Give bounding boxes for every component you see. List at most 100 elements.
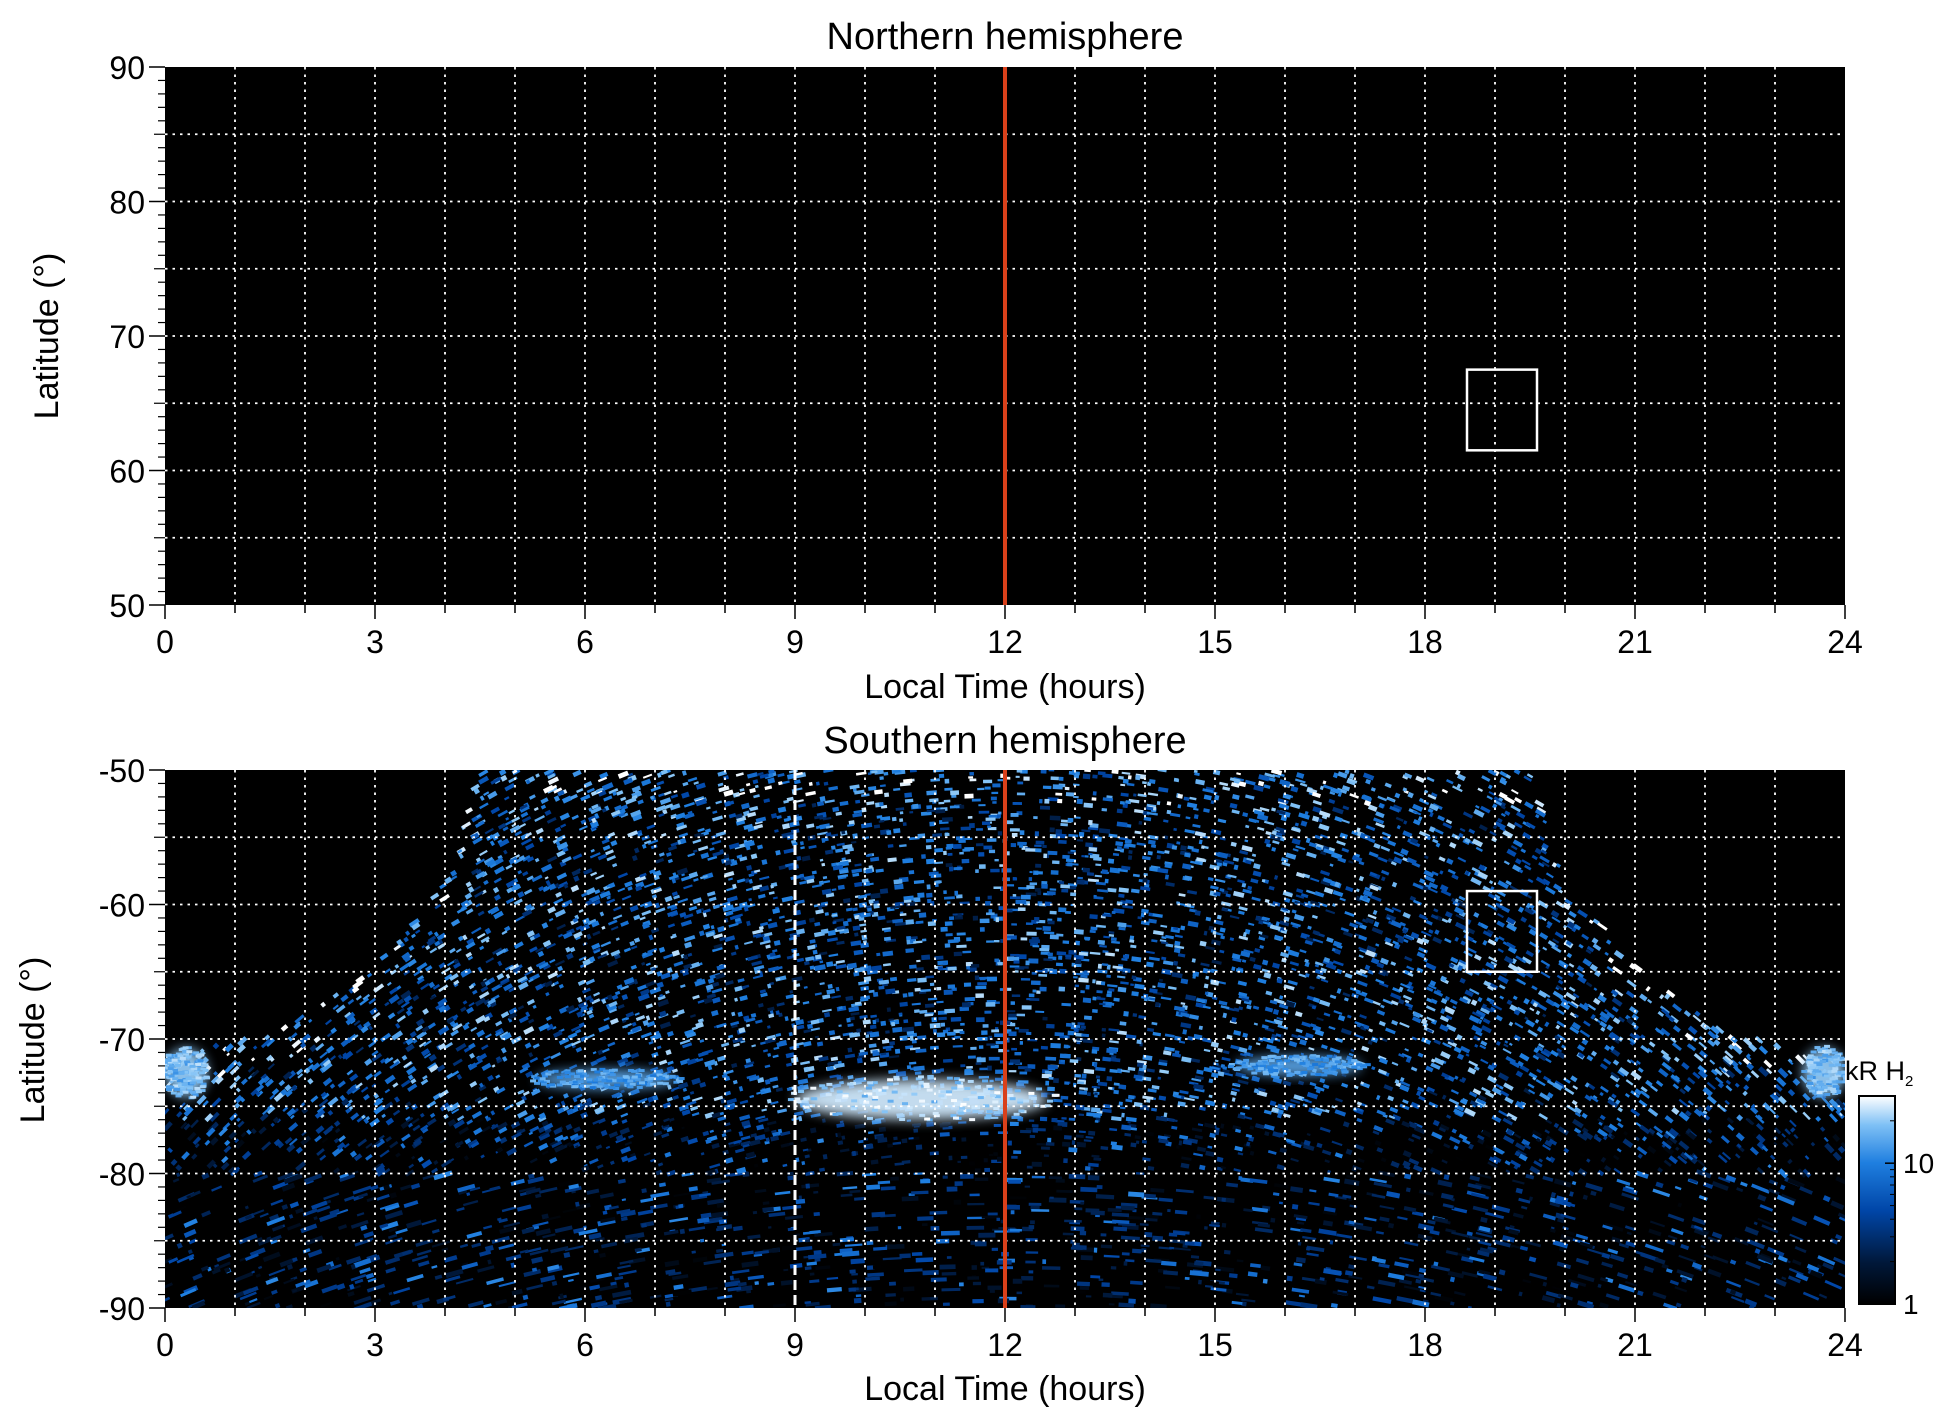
heatmap-cell bbox=[1611, 1093, 1617, 1099]
heatmap-cell bbox=[1356, 1023, 1362, 1028]
heatmap-cell bbox=[1402, 774, 1409, 780]
heatmap-cell bbox=[301, 1279, 319, 1290]
heatmap-cell bbox=[1498, 936, 1505, 942]
heatmap-cell bbox=[1076, 798, 1083, 805]
heatmap-cell bbox=[531, 874, 543, 883]
heatmap-cell bbox=[649, 1203, 668, 1210]
heatmap-cell bbox=[188, 1256, 195, 1261]
heatmap-cell bbox=[407, 1122, 414, 1128]
heatmap-cell bbox=[359, 1267, 371, 1275]
heatmap-cell bbox=[836, 1074, 842, 1080]
heatmap-cell bbox=[1804, 1155, 1810, 1160]
heatmap-cell bbox=[866, 1265, 875, 1270]
heatmap-cell bbox=[711, 815, 723, 822]
heatmap-cell bbox=[525, 1187, 541, 1195]
heatmap-cell bbox=[954, 1181, 963, 1186]
heatmap-cell bbox=[505, 1254, 522, 1262]
heatmap-cell bbox=[1100, 1233, 1107, 1237]
heatmap-cell bbox=[503, 1221, 521, 1228]
x-tick-label: 12 bbox=[987, 624, 1023, 660]
heatmap-cell bbox=[556, 923, 566, 931]
heatmap-cell bbox=[707, 855, 718, 861]
heatmap-cell bbox=[1498, 1109, 1508, 1117]
heatmap-cell bbox=[1497, 880, 1509, 890]
heatmap-cell bbox=[521, 1062, 531, 1071]
heatmap-cell bbox=[296, 1068, 304, 1076]
heatmap-cell bbox=[920, 1178, 931, 1184]
heatmap-cell bbox=[550, 1246, 569, 1254]
heatmap-cell bbox=[850, 1011, 860, 1016]
heatmap-cell bbox=[746, 903, 756, 908]
heatmap-cell bbox=[1399, 1021, 1410, 1029]
heatmap-cell bbox=[1440, 1192, 1454, 1201]
heatmap-cell bbox=[921, 854, 926, 859]
heatmap-cell bbox=[1081, 1073, 1087, 1079]
heatmap-cell bbox=[1047, 952, 1053, 957]
heatmap-cell bbox=[816, 1041, 824, 1047]
heatmap-cell bbox=[623, 976, 635, 986]
heatmap-cell bbox=[1237, 980, 1248, 987]
heatmap-cell bbox=[1101, 1108, 1112, 1113]
heatmap-cell bbox=[1744, 1298, 1758, 1308]
heatmap-cell bbox=[768, 1211, 786, 1218]
heatmap-cell bbox=[940, 1230, 960, 1236]
heatmap-cell bbox=[612, 914, 623, 920]
heatmap-cell bbox=[1152, 930, 1164, 936]
heatmap-cell bbox=[940, 1068, 945, 1072]
heatmap-cell bbox=[538, 1186, 558, 1194]
heatmap-cell bbox=[1604, 1222, 1624, 1232]
heatmap-cell bbox=[671, 949, 680, 957]
heatmap-cell bbox=[1473, 1035, 1481, 1042]
heatmap-cell bbox=[605, 1145, 611, 1150]
heatmap-cell bbox=[1694, 1010, 1701, 1017]
heatmap-cell bbox=[510, 1262, 516, 1269]
heatmap-cell bbox=[665, 1301, 671, 1307]
heatmap-cell bbox=[204, 1139, 211, 1146]
heatmap-cell bbox=[1691, 1216, 1707, 1226]
heatmap-cell bbox=[1042, 1259, 1047, 1264]
heatmap-cell bbox=[406, 1065, 417, 1076]
heatmap-cell bbox=[1276, 1016, 1284, 1021]
heatmap-cell bbox=[1334, 948, 1342, 955]
heatmap-cell bbox=[1053, 1098, 1063, 1103]
heatmap-cell bbox=[1092, 979, 1096, 984]
heatmap-cell bbox=[483, 791, 490, 797]
heatmap-cell bbox=[994, 1077, 1003, 1081]
heatmap-cell bbox=[971, 1265, 977, 1270]
heatmap-cell bbox=[957, 913, 962, 918]
heatmap-cell bbox=[969, 1193, 980, 1197]
heatmap-cell bbox=[1064, 910, 1071, 914]
heatmap-cell bbox=[1134, 983, 1145, 990]
heatmap-cell bbox=[1025, 1260, 1036, 1264]
heatmap-cell bbox=[300, 1135, 312, 1146]
heatmap-cell bbox=[495, 1056, 502, 1061]
heatmap-cell bbox=[1011, 832, 1018, 837]
heatmap-cell bbox=[988, 1153, 994, 1157]
heatmap-cell bbox=[517, 1005, 525, 1011]
heatmap-cell bbox=[1315, 846, 1322, 851]
heatmap-cell bbox=[1306, 1252, 1319, 1257]
heatmap-cell bbox=[651, 1051, 659, 1058]
heatmap-cell bbox=[1823, 1136, 1829, 1143]
heatmap-cell bbox=[497, 854, 503, 860]
heatmap-cell bbox=[743, 1123, 752, 1129]
heatmap-cell bbox=[880, 816, 891, 822]
heatmap-cell bbox=[902, 993, 908, 998]
heatmap-cell bbox=[1337, 771, 1348, 779]
heatmap-cell bbox=[734, 1147, 745, 1154]
heatmap-cell bbox=[1459, 1078, 1465, 1084]
heatmap-cell bbox=[1101, 808, 1108, 812]
heatmap-cell bbox=[1364, 886, 1371, 892]
heatmap-cell bbox=[1459, 827, 1466, 833]
heatmap-cell bbox=[1284, 1101, 1296, 1109]
heatmap-cell bbox=[407, 1083, 418, 1092]
heatmap-cell bbox=[1495, 1040, 1501, 1046]
heatmap-cell bbox=[400, 1184, 412, 1191]
heatmap-cell bbox=[879, 784, 886, 788]
heatmap-cell bbox=[1256, 1090, 1268, 1097]
heatmap-cell bbox=[915, 967, 924, 971]
heatmap-cell bbox=[893, 828, 901, 834]
heatmap-cell bbox=[1146, 1098, 1151, 1103]
heatmap-cell bbox=[578, 825, 588, 831]
heatmap-cell bbox=[1659, 1005, 1670, 1014]
